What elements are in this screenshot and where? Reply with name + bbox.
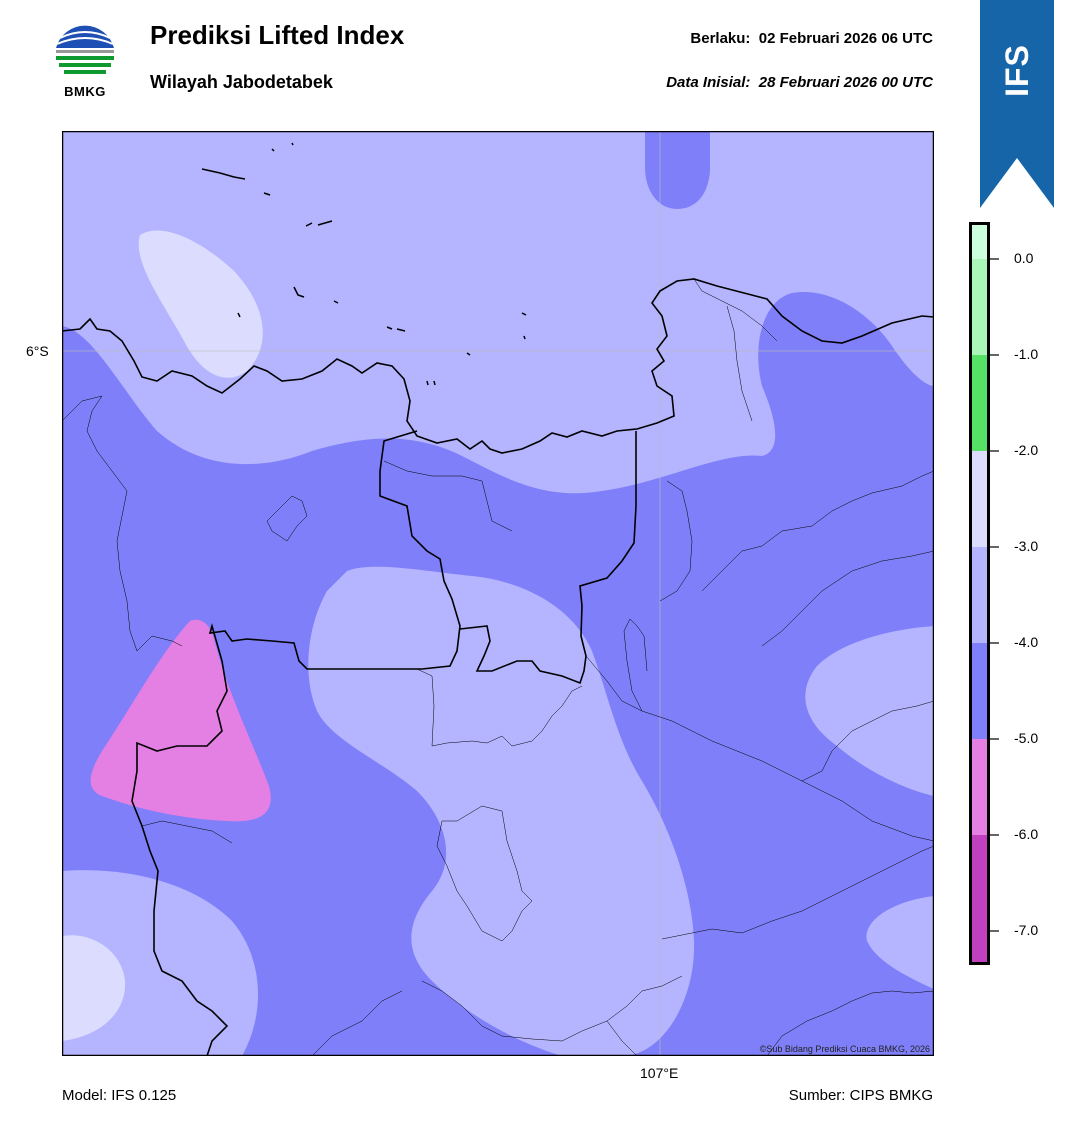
bmkg-logo: BMKG [52,20,118,102]
colorbar-tick-label: 0.0 [1014,250,1034,266]
model-label: Model: IFS 0.125 [62,1087,177,1104]
colorbar-tick-label: -7.0 [1014,922,1039,938]
colorbar-band [972,259,987,355]
page-subtitle: Wilayah Jabodetabek [150,72,333,92]
colorbar [969,222,999,965]
colorbar-band [972,739,987,835]
ribbon-text: IFS [998,43,1035,97]
page-title: Prediksi Lifted Index [150,20,405,50]
lon-label: 107°E [640,1065,679,1081]
ifs-ribbon-label: IFS [980,30,1054,110]
copyright: ©Sub Bidang Prediksi Cuaca BMKG, 2026 [759,1044,930,1054]
colorbar-band [972,643,987,739]
lat-label: 6°S [26,343,49,359]
valid-time: Berlaku: 02 Februari 2026 06 UTC [690,30,933,47]
logo-text: BMKG [64,84,106,99]
colorbar-tick-label: -1.0 [1014,346,1039,362]
field-magenta [90,619,271,822]
colorbar-ticks [989,258,999,932]
province-borders [131,430,637,1056]
ifs-ribbon [980,0,1054,208]
colorbar-band [972,355,987,451]
colorbar-tick-label: -3.0 [1014,538,1039,554]
field-light-se [866,896,934,989]
lifted-index-map [62,131,934,1056]
colorbar-tick-label: -2.0 [1014,442,1039,458]
colorbar-band [972,225,987,259]
source-label: Sumber: CIPS BMKG [788,1087,933,1104]
coastline-java-north [62,278,934,454]
field-light-east [805,626,934,796]
colorbar-tick-label: -4.0 [1014,634,1039,650]
colorbar-tick-label: -5.0 [1014,730,1039,746]
field-lighter-sw [62,935,126,1041]
colorbar-band [972,451,987,547]
colorbar-band [972,835,987,963]
colorbar-bands [972,225,987,963]
thousand-islands [201,142,527,386]
colorbar-tick-label: -6.0 [1014,826,1039,842]
colorbar-band [972,547,987,643]
init-time: Data Inisial: 28 Februari 2026 00 UTC [666,74,933,91]
regency-borders [62,278,934,1056]
field-north-blob [645,131,710,209]
field-light-center [308,566,695,1056]
field-light-nw [138,230,263,378]
